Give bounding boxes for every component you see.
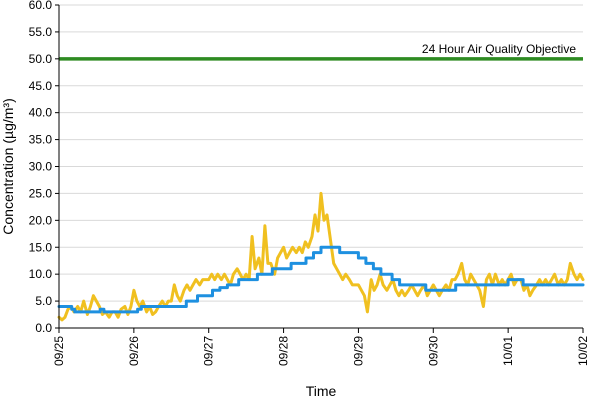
y-tick-label: 55.0 — [29, 25, 53, 39]
x-axis-title: Time — [306, 383, 337, 399]
y-tick-label: 35.0 — [29, 133, 53, 147]
y-tick-label: 45.0 — [29, 79, 53, 93]
x-tick-label: 10/02 — [576, 336, 590, 366]
y-tick-labels: 0.0 5.0 10.0 15.0 20.0 25.0 30.0 35.0 40.0 45.0 50… — [29, 0, 53, 335]
y-tick-label: 10.0 — [29, 267, 53, 281]
axes — [55, 4, 584, 333]
y-tick-label: 0.0 — [35, 321, 52, 335]
y-tick-label: 25.0 — [29, 186, 53, 200]
y-tick-label: 30.0 — [29, 160, 53, 174]
x-tick-labels: 09/25 09/26 09/27 09/28 09/29 09/30 10/01 10/02 — [52, 336, 590, 366]
x-tick-label: 09/27 — [202, 336, 216, 366]
y-tick-label: 60.0 — [29, 0, 53, 12]
y-tick-label: 15.0 — [29, 240, 53, 254]
y-axis-title: Concentration (µg/m³) — [0, 98, 16, 234]
y-tick-label: 50.0 — [29, 52, 53, 66]
x-tick-label: 09/29 — [351, 336, 365, 366]
series-line-blue — [57, 245, 585, 314]
y-tick-label: 5.0 — [35, 294, 52, 308]
y-tick-label: 40.0 — [29, 106, 53, 120]
x-tick-label: 09/30 — [426, 336, 440, 366]
series-layer — [57, 191, 585, 322]
x-tick-label: 09/25 — [52, 336, 66, 366]
x-tick-label: 09/28 — [277, 336, 291, 366]
x-tick-label: 09/26 — [127, 336, 141, 366]
reference-line-label: 24 Hour Air Quality Objective — [422, 42, 576, 56]
y-tick-label: 20.0 — [29, 213, 53, 227]
series-line-yellow — [57, 191, 585, 322]
x-tick-label: 10/01 — [501, 336, 515, 366]
